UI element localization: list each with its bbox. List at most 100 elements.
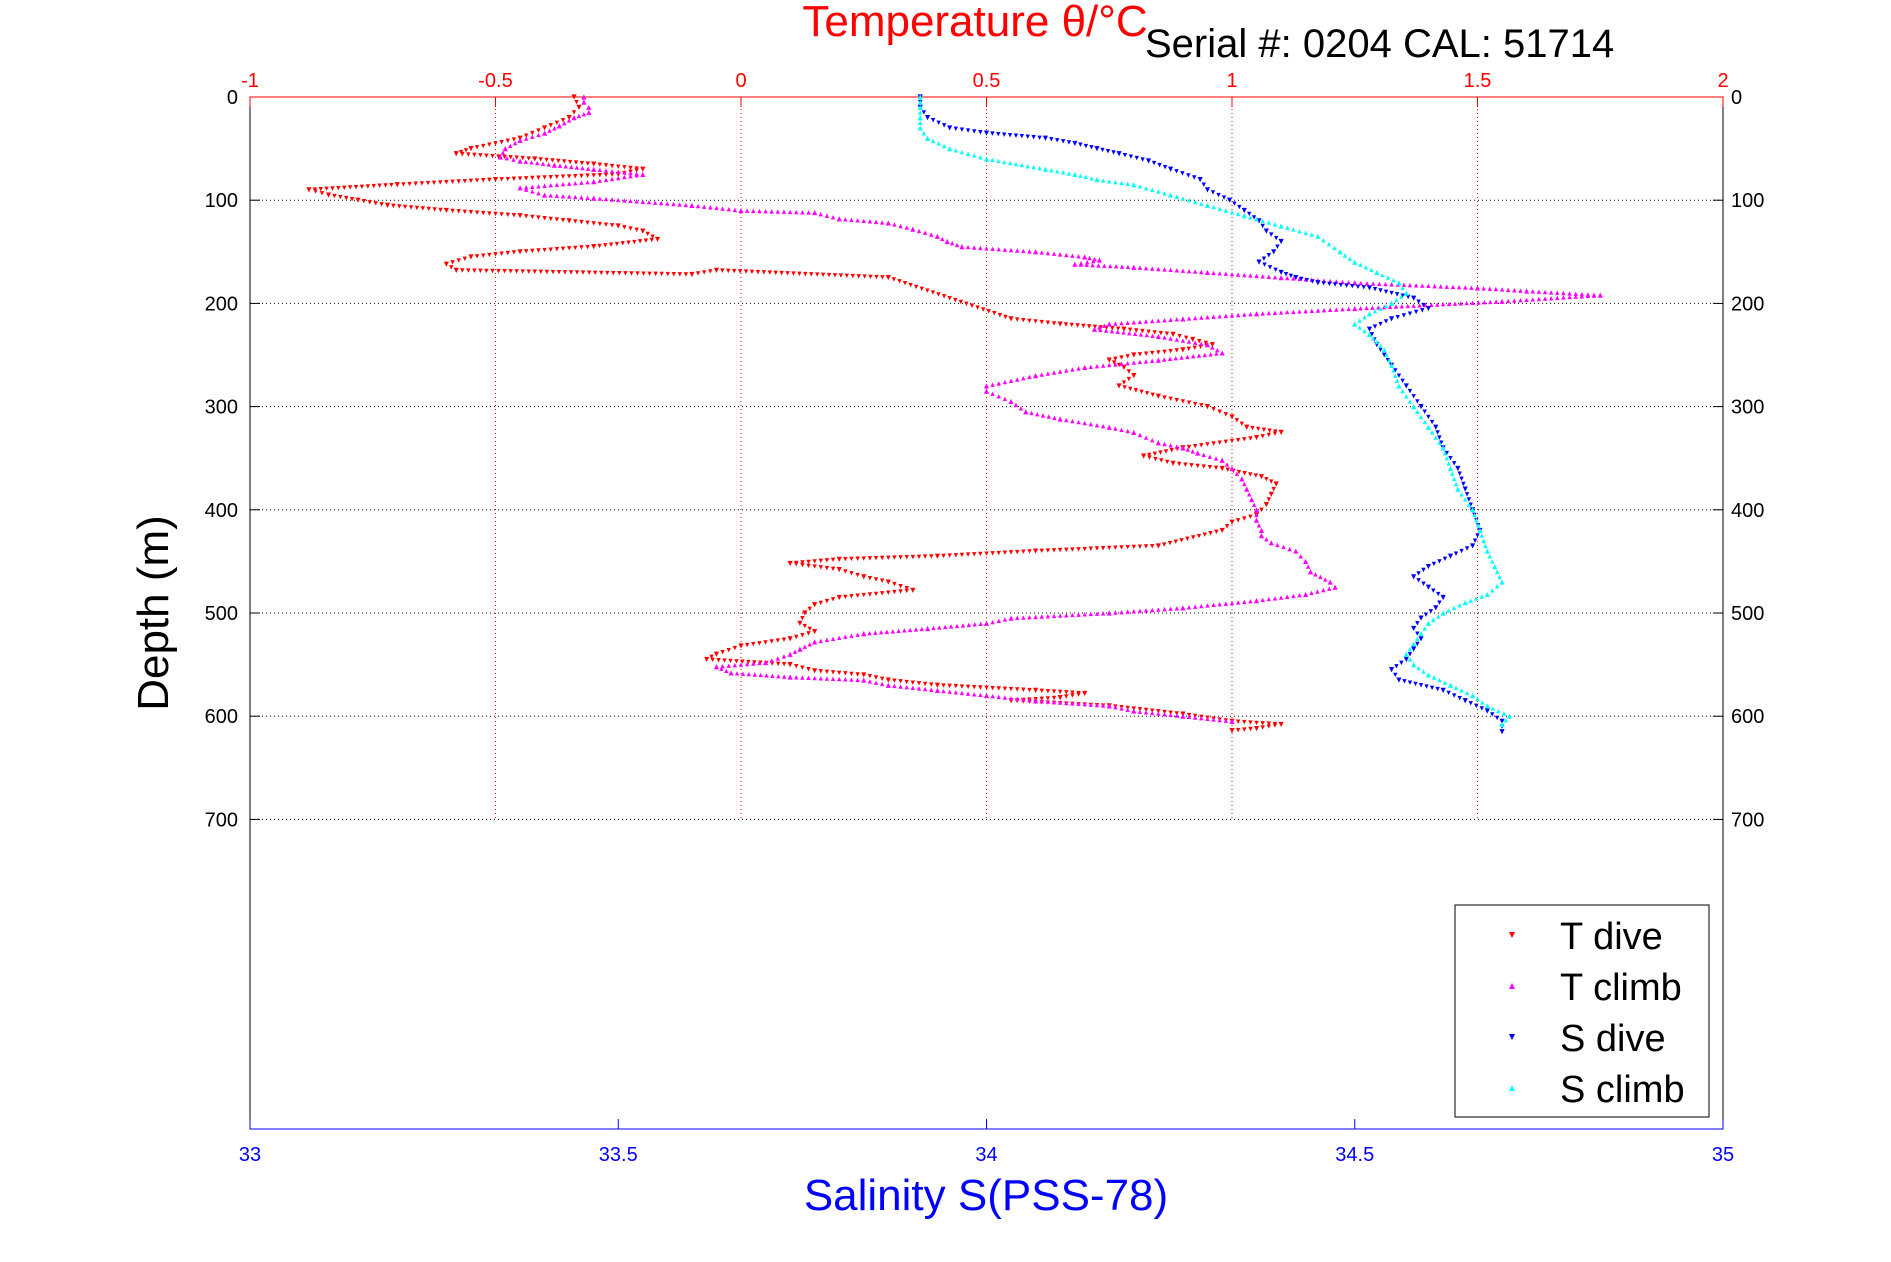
data-point-interp bbox=[751, 661, 756, 666]
data-point bbox=[983, 383, 990, 389]
data-point-interp bbox=[1055, 169, 1060, 174]
data-point-interp bbox=[1199, 443, 1204, 448]
y-axis-label: Depth (m) bbox=[129, 515, 178, 711]
data-point-interp bbox=[1246, 492, 1252, 497]
data-point-interp bbox=[1439, 440, 1444, 445]
data-point-interp bbox=[1364, 281, 1370, 286]
data-point-interp bbox=[1066, 140, 1072, 145]
data-point-interp bbox=[1327, 281, 1332, 287]
data-point-interp bbox=[1466, 502, 1472, 507]
data-point bbox=[1008, 398, 1014, 405]
data-point-interp bbox=[511, 157, 516, 162]
data-point-interp bbox=[591, 173, 596, 178]
data-point-interp bbox=[617, 271, 622, 276]
data-point bbox=[1204, 187, 1211, 193]
data-point bbox=[1332, 584, 1338, 590]
data-point-interp bbox=[1266, 596, 1272, 602]
data-point-interp bbox=[880, 275, 885, 280]
data-point-interp bbox=[605, 270, 610, 276]
data-point-interp bbox=[781, 662, 787, 667]
data-point-interp bbox=[1137, 265, 1143, 270]
data-point-interp bbox=[1113, 356, 1118, 362]
data-point bbox=[453, 151, 459, 157]
data-point-interp bbox=[1144, 391, 1150, 396]
data-point-interp bbox=[1278, 310, 1284, 315]
data-point-interp bbox=[1415, 641, 1420, 647]
data-point-interp bbox=[1138, 332, 1144, 337]
data-point-interp bbox=[1208, 531, 1213, 536]
data-point bbox=[1388, 667, 1395, 673]
data-point bbox=[924, 135, 931, 141]
data-point-interp bbox=[898, 679, 903, 684]
data-point-interp bbox=[1199, 403, 1204, 408]
data-point-interp bbox=[837, 670, 842, 676]
series-s-dive bbox=[917, 94, 1505, 735]
data-point-interp bbox=[523, 133, 529, 138]
data-point-interp bbox=[536, 132, 541, 138]
data-point-interp bbox=[542, 247, 547, 253]
data-point-interp bbox=[1031, 164, 1036, 170]
data-point-interp bbox=[1186, 198, 1192, 203]
data-point bbox=[497, 154, 504, 160]
data-point-interp bbox=[996, 381, 1001, 386]
data-point-interp bbox=[1057, 689, 1063, 695]
data-point-interp bbox=[487, 252, 492, 258]
data-point bbox=[917, 94, 923, 100]
data-point-interp bbox=[1216, 192, 1221, 198]
grid-lines bbox=[250, 96, 1723, 820]
data-point-interp bbox=[1192, 715, 1198, 720]
data-point-interp bbox=[1113, 321, 1118, 326]
data-point-interp bbox=[556, 158, 561, 164]
data-point-interp bbox=[941, 143, 947, 149]
data-point bbox=[1168, 192, 1174, 198]
data-point-interp bbox=[523, 214, 529, 219]
data-point-interp bbox=[540, 161, 546, 166]
data-point-interp bbox=[1496, 708, 1501, 714]
y-tick-label: 300 bbox=[205, 397, 238, 419]
data-point-interp bbox=[929, 682, 934, 687]
data-point-interp bbox=[1476, 300, 1481, 305]
data-point-interp bbox=[738, 662, 744, 667]
data-point-interp bbox=[1008, 686, 1014, 692]
salinity-tick-label: 34.5 bbox=[1335, 1144, 1374, 1166]
data-point-interp bbox=[1393, 368, 1398, 373]
data-point-interp bbox=[1174, 713, 1179, 718]
data-point-interp bbox=[1370, 305, 1375, 310]
data-point-interp bbox=[1201, 182, 1206, 187]
data-point-interp bbox=[830, 215, 836, 220]
data-point-interp bbox=[1174, 397, 1179, 403]
data-point-interp bbox=[972, 622, 977, 627]
data-point-interp bbox=[1039, 698, 1044, 704]
data-point-interp bbox=[1180, 171, 1185, 176]
data-point-interp bbox=[563, 164, 568, 169]
data-point-interp bbox=[468, 210, 474, 215]
data-point-interp bbox=[653, 271, 658, 277]
data-point bbox=[1366, 331, 1373, 337]
data-point-interp bbox=[1259, 507, 1264, 512]
data-point-interp bbox=[544, 269, 550, 275]
data-point-interp bbox=[511, 250, 517, 255]
data-point-interp bbox=[1272, 274, 1278, 280]
data-point bbox=[517, 137, 523, 143]
data-point-interp bbox=[886, 555, 891, 560]
data-point bbox=[1411, 662, 1417, 668]
data-point-interp bbox=[1275, 542, 1280, 548]
data-point-interp bbox=[1089, 145, 1094, 150]
data-point-interp bbox=[1251, 502, 1257, 507]
data-point-interp bbox=[873, 555, 879, 561]
data-point-interp bbox=[1143, 707, 1149, 713]
data-point-interp bbox=[628, 198, 633, 204]
data-point-interp bbox=[921, 130, 927, 136]
data-point-interp bbox=[1002, 379, 1008, 385]
data-point-interp bbox=[1248, 436, 1253, 441]
data-point-interp bbox=[886, 590, 891, 595]
data-point-interp bbox=[496, 154, 501, 159]
data-point-interp bbox=[746, 659, 751, 665]
data-point-interp bbox=[1400, 388, 1405, 394]
data-point-interp bbox=[1201, 464, 1206, 469]
data-point bbox=[1226, 197, 1233, 203]
data-point bbox=[812, 602, 818, 608]
data-point-interp bbox=[523, 249, 529, 254]
data-point bbox=[812, 628, 818, 635]
data-point bbox=[1278, 721, 1284, 728]
